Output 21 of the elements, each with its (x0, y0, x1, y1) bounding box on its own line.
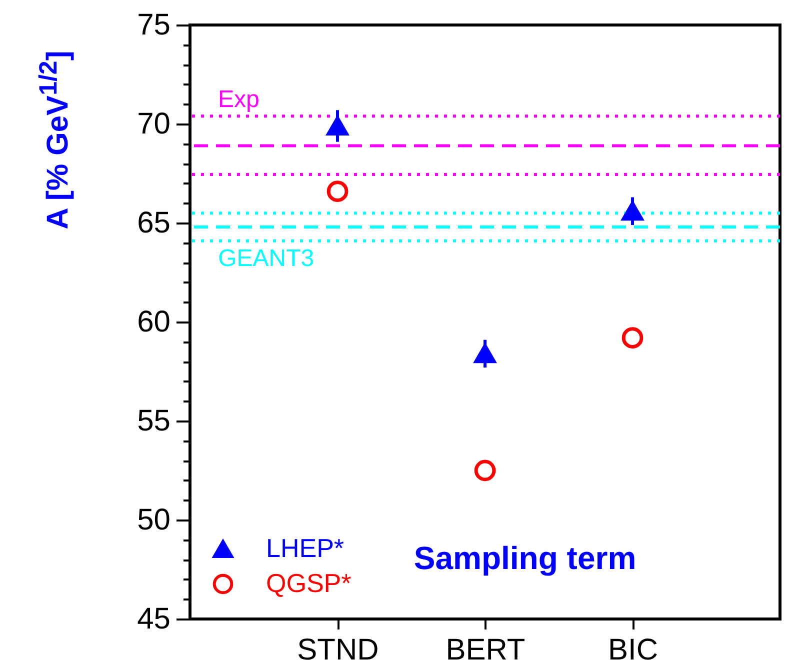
point (474, 460, 496, 482)
y-tick-label: 75 (137, 8, 170, 42)
y-tick-label: 60 (137, 306, 170, 338)
y-tick-label: 50 (137, 504, 170, 536)
ref-line-label: GEANT3 (218, 244, 314, 272)
y-tick-label: 70 (137, 108, 170, 140)
y-tick-label: 55 (137, 404, 170, 438)
point (622, 202, 644, 221)
annotation: Sampling term (414, 540, 636, 576)
ref-line-label: Exp (218, 86, 260, 114)
legend-label: LHEP* (266, 533, 344, 563)
point (622, 327, 644, 349)
point (326, 180, 348, 202)
point (474, 344, 496, 364)
legend-label: QGSP* (266, 568, 352, 598)
x-tick-label: BIC (608, 634, 658, 665)
y-tick-label: 65 (137, 206, 170, 240)
point (326, 116, 348, 136)
y-tick-label: 45 (137, 602, 170, 636)
x-tick-label: STND (297, 634, 379, 665)
x-tick-label: BERT (446, 634, 526, 665)
